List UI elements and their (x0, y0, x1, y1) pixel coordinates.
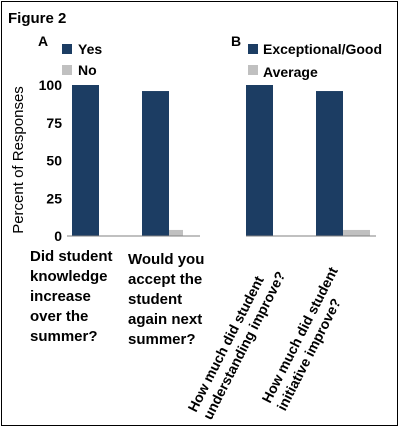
y-tick-label: 75 (46, 115, 62, 131)
legend-label-exceptional-good: Exceptional/Good (263, 41, 382, 57)
bar-exceptional-good-1 (246, 85, 273, 236)
y-tick-label: 100 (39, 77, 63, 93)
legend-swatch-yes (62, 44, 72, 54)
panel-b-bars (246, 85, 370, 236)
figure-title: Figure 2 (8, 10, 66, 27)
legend-label-no: No (78, 62, 97, 78)
y-tick-label: 0 (54, 228, 62, 244)
bar-yes-2 (142, 91, 169, 236)
panel-a-letter: A (38, 33, 48, 49)
legend-label-average: Average (263, 64, 318, 80)
bar-no-2 (169, 229, 183, 236)
panel-b-letter: B (231, 33, 241, 49)
legend-swatch-average (248, 65, 258, 75)
legend-label-yes: Yes (78, 41, 102, 57)
bar-average-2 (343, 229, 370, 236)
y-tick-label: 25 (46, 190, 62, 206)
legend-swatch-no (62, 65, 72, 75)
panel-a-y-ticks: 0 25 50 75 100 (39, 77, 63, 244)
legend-swatch-exceptional-good (248, 44, 258, 54)
panel-a-category-2: Would you accept the student again next … (128, 251, 209, 348)
panel-a-category-1: Did student knowledge increase over the … (30, 248, 117, 345)
bar-exceptional-good-2 (316, 91, 343, 236)
bar-yes-1 (72, 85, 99, 236)
panel-a-bars (72, 85, 183, 236)
y-axis-label: Percent of Responses (10, 86, 27, 234)
y-tick-label: 50 (46, 153, 62, 169)
